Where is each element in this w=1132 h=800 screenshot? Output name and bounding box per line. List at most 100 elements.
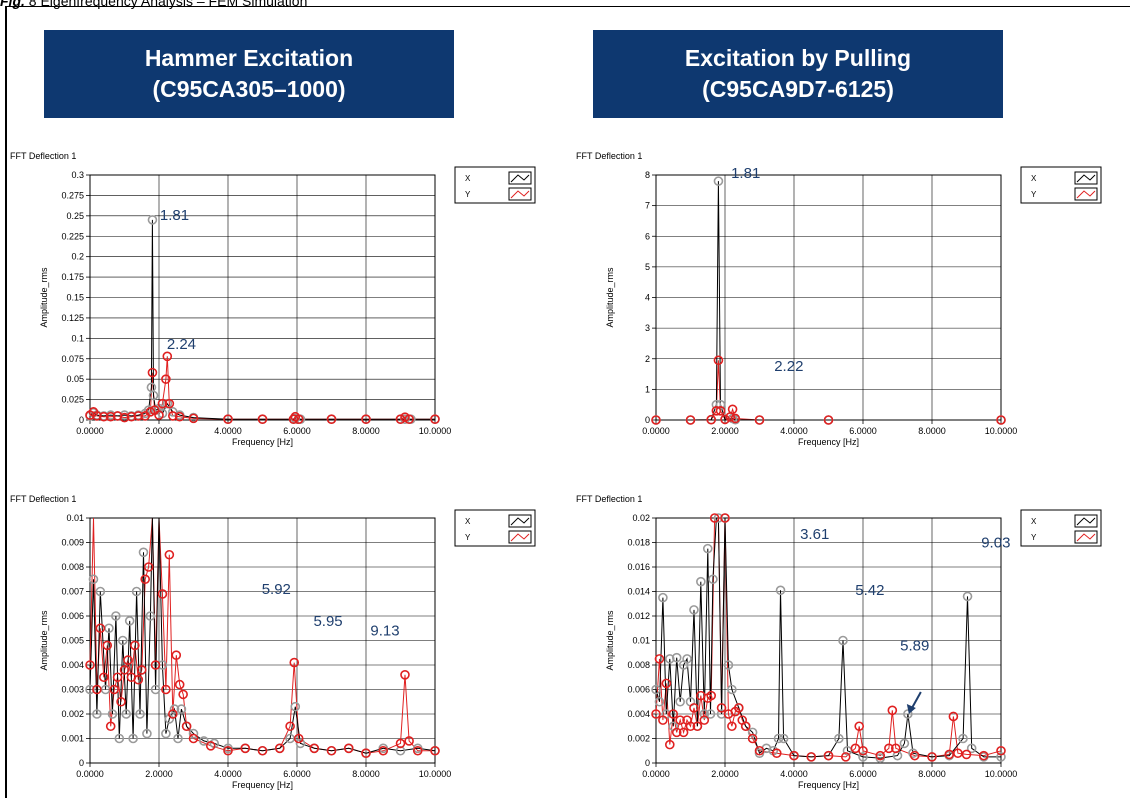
- data-point-y: [112, 672, 123, 683]
- data-point-y: [105, 411, 116, 422]
- data-point-y: [378, 745, 389, 756]
- data-point-y: [157, 398, 168, 409]
- legend-sample-y: [510, 190, 530, 199]
- data-point-x: [713, 513, 724, 523]
- data-point-x: [705, 709, 716, 719]
- data-point-y: [840, 752, 851, 762]
- data-point-y: [706, 414, 716, 425]
- x-tick-label: 8.0000: [918, 426, 946, 436]
- legend-label-y: Y: [465, 190, 471, 199]
- data-point-x: [188, 728, 199, 739]
- data-point-y: [651, 709, 661, 719]
- data-point-y: [133, 411, 144, 421]
- data-point-y: [727, 404, 738, 415]
- data-point-y: [685, 721, 696, 732]
- data-point-y: [961, 749, 972, 760]
- data-point-x: [169, 704, 180, 714]
- peak-annotation: 9.13: [370, 623, 399, 640]
- data-point-x: [773, 733, 784, 744]
- data-point-y: [711, 406, 722, 416]
- data-point-x: [696, 576, 706, 587]
- y-tick-label: 0: [645, 758, 650, 768]
- chart-title: FFT Deflection 1: [576, 151, 642, 161]
- peak-annotation: 5.95: [313, 613, 342, 630]
- legend-label-x: X: [465, 174, 471, 183]
- data-point-x: [903, 709, 913, 719]
- data-point-x: [834, 733, 844, 744]
- data-point-x: [747, 727, 758, 738]
- y-tick-label: 0.002: [627, 734, 650, 744]
- chart-title: FFT Deflection 1: [10, 151, 76, 161]
- y-tick-label: 0: [79, 415, 84, 425]
- data-point-y: [257, 745, 268, 756]
- data-point-y: [257, 414, 268, 424]
- data-point-y: [754, 415, 765, 425]
- x-tick-label: 8.0000: [352, 426, 380, 436]
- data-point-x: [199, 736, 209, 746]
- data-point-y: [884, 743, 894, 754]
- y-tick-label: 0.006: [61, 611, 84, 621]
- data-point-x: [658, 592, 668, 603]
- data-point-y: [174, 411, 185, 422]
- y-tick-label: 0.012: [627, 611, 650, 621]
- data-point-y: [823, 750, 834, 761]
- y-tick-label: 0.02: [632, 513, 650, 523]
- legend-swatch-y: [1074, 187, 1098, 201]
- data-point-y: [289, 657, 300, 668]
- data-point-x: [107, 709, 118, 719]
- x-tick-label: 6.0000: [849, 769, 877, 779]
- data-point-x: [121, 709, 132, 719]
- series-line-x: [89, 517, 436, 754]
- y-tick-label: 0.275: [61, 190, 84, 200]
- legend-sample-x: [510, 174, 530, 183]
- data-point-y: [285, 721, 295, 732]
- data-point-y: [661, 678, 672, 689]
- y-tick-label: 0.018: [627, 538, 650, 548]
- data-point-y: [823, 415, 834, 425]
- data-point-x: [723, 660, 734, 670]
- chart-title: FFT Deflection 1: [576, 494, 642, 504]
- x-tick-label: 2.0000: [145, 769, 173, 779]
- y-tick-label: 0.2: [71, 252, 84, 262]
- data-point-x: [150, 684, 161, 695]
- figure-caption-prefix: Fig.: [0, 0, 25, 9]
- data-point-y: [978, 750, 989, 761]
- banner-title: Hammer Excitation: [144, 45, 354, 71]
- data-point-x: [713, 176, 724, 186]
- y-tick-label: 0.014: [627, 587, 650, 597]
- data-point-x: [966, 743, 977, 754]
- data-point-x: [838, 635, 848, 646]
- data-point-y: [740, 721, 751, 732]
- data-point-y: [293, 414, 304, 424]
- data-point-y: [188, 413, 199, 424]
- data-point-y: [123, 655, 133, 665]
- legend-label-x: X: [1031, 517, 1037, 526]
- data-point-x: [290, 701, 301, 712]
- legend-swatch-x: [508, 171, 532, 185]
- data-point-x: [996, 752, 1006, 762]
- data-point-x: [858, 752, 868, 762]
- data-point-y: [675, 715, 685, 725]
- data-point-y: [668, 709, 679, 719]
- peak-annotation: 2.22: [774, 358, 803, 375]
- y-tick-label: 1: [645, 384, 650, 394]
- data-point-y: [706, 690, 716, 701]
- peak-arrow-head: [906, 704, 916, 714]
- data-point-y: [854, 721, 865, 732]
- data-point-y: [293, 733, 304, 744]
- y-tick-label: 0.01: [632, 636, 650, 646]
- peak-annotation: 9.03: [981, 534, 1010, 551]
- data-point-y: [361, 414, 371, 424]
- data-point-x: [708, 574, 718, 585]
- data-point-x: [147, 215, 158, 225]
- data-point-y: [404, 414, 414, 424]
- data-point-y: [326, 414, 337, 424]
- data-point-y: [806, 752, 817, 762]
- data-point-x: [962, 591, 973, 602]
- y-tick-label: 0.002: [61, 709, 84, 719]
- data-point-y: [92, 684, 102, 695]
- legend-label-y: Y: [1031, 190, 1037, 199]
- y-tick-label: 0: [79, 758, 84, 768]
- legend-label-y: Y: [465, 533, 471, 542]
- data-point-x: [665, 654, 675, 664]
